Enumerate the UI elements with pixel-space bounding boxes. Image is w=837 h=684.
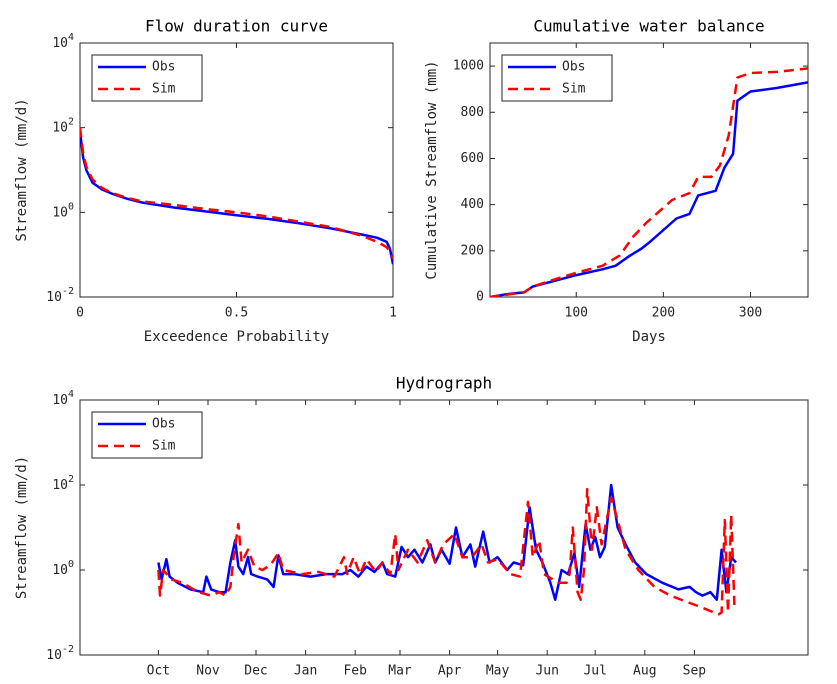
y-tick-label: 1000 — [453, 59, 484, 74]
y-tick-label: 104 — [52, 32, 74, 51]
x-tick-label: 200 — [652, 306, 675, 321]
y-tick-label: 600 — [461, 151, 484, 166]
subplot-title: Flow duration curve — [145, 17, 328, 36]
series-line — [157, 487, 736, 616]
x-tick-label: Jun — [535, 664, 558, 679]
x-tick-label: Mar — [388, 664, 412, 679]
x-axis-label: Exceedence Probability — [144, 329, 329, 345]
y-tick-label: 200 — [461, 243, 484, 258]
x-tick-label: May — [486, 664, 510, 679]
series-line — [80, 131, 393, 265]
x-tick-label: Jan — [294, 664, 317, 679]
y-tick-label: 102 — [52, 474, 74, 493]
x-tick-label: Dec — [244, 664, 267, 679]
legend-label: Obs — [152, 417, 175, 432]
x-tick-label: Jul — [583, 664, 606, 679]
series-line — [80, 127, 393, 260]
subplot: 10-2 100 102 104 Oct Nov Dec Jan Feb Mar Apr May Jun… — [14, 374, 809, 679]
y-axis-label: Streamflow (mm/d) — [14, 98, 30, 241]
x-tick-label: 300 — [739, 306, 762, 321]
subplot-title: Cumulative water balance — [533, 17, 764, 36]
subplot-title: Hydrograph — [396, 374, 492, 393]
series-line — [490, 67, 808, 297]
y-tick-label: 10-2 — [46, 644, 74, 663]
legend-box — [91, 54, 203, 102]
subplot: 0 200 400 600 800 1000 100 200 300 Cumulative wat… — [424, 17, 809, 345]
legend-label: Sim — [152, 439, 176, 454]
y-tick-label: 10-2 — [46, 286, 74, 305]
legend-label: Obs — [152, 60, 175, 75]
legend-box — [91, 411, 203, 459]
series-line — [157, 483, 737, 601]
x-tick-label: 0.5 — [225, 306, 248, 321]
y-tick-label: 102 — [52, 117, 74, 135]
x-tick-label: Oct — [147, 664, 170, 679]
subplot: 10-2 100 102 104 0 0.5 1 Flow duration curve Exc… — [14, 17, 397, 346]
y-tick-label: 104 — [52, 389, 74, 408]
x-tick-label: Sep — [683, 664, 707, 679]
y-tick-label: 400 — [461, 197, 484, 212]
y-axis-label: Cumulative Streamflow (mm) — [424, 60, 440, 279]
x-tick-label: 100 — [565, 306, 588, 321]
legend-label: Sim — [562, 82, 586, 97]
x-axis-label: Days — [632, 329, 666, 345]
y-tick-label: 0 — [476, 290, 484, 305]
y-tick-label: 100 — [52, 559, 74, 578]
y-tick-label: 800 — [461, 105, 484, 120]
x-tick-label: Feb — [343, 664, 367, 679]
legend-label: Sim — [152, 82, 176, 97]
x-tick-label: Apr — [438, 664, 462, 679]
y-tick-label: 100 — [52, 201, 74, 220]
x-tick-label: 1 — [389, 306, 397, 321]
x-tick-label: Aug — [633, 664, 656, 679]
x-tick-label: 0 — [76, 306, 84, 321]
legend-box — [501, 54, 613, 102]
legend-label: Obs — [562, 60, 585, 75]
y-axis-label: Streamflow (mm/d) — [14, 456, 30, 599]
x-tick-label: Nov — [196, 664, 220, 679]
